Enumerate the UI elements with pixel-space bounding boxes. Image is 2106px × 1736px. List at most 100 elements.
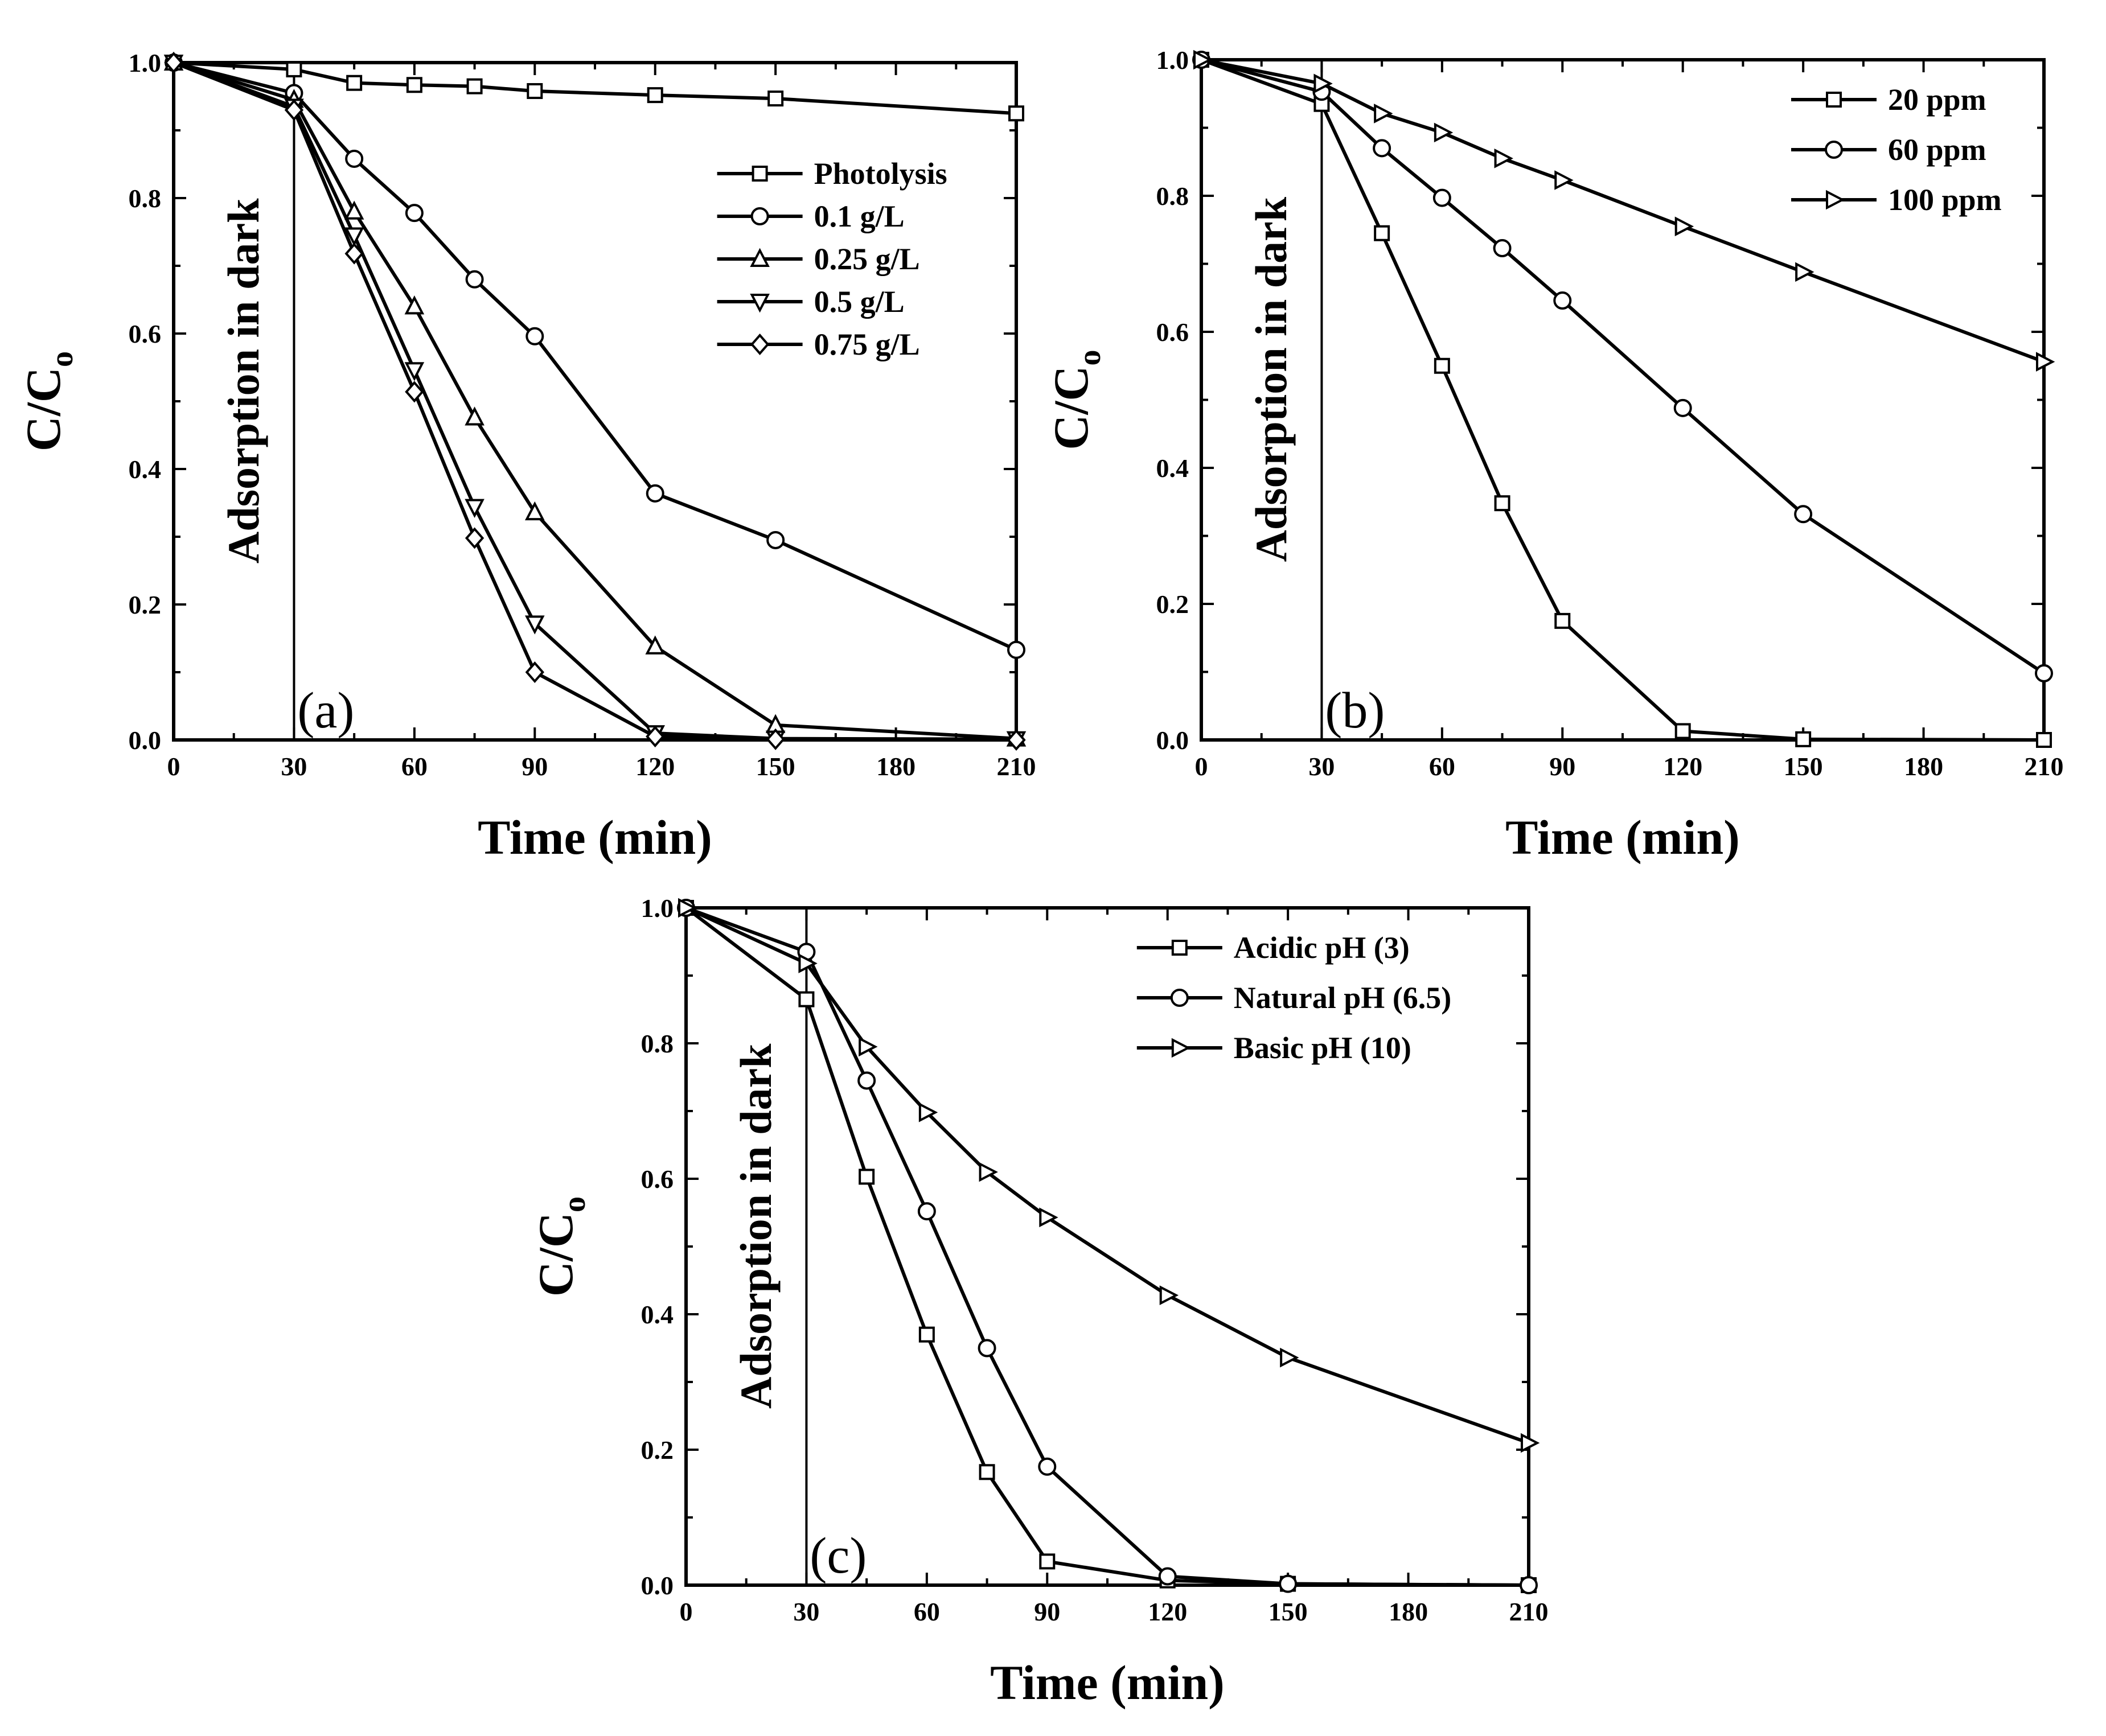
data-point [344, 200, 364, 220]
x-tick-label: 210 [1509, 1597, 1549, 1626]
data-point [979, 1464, 995, 1480]
x-tick-label: 120 [635, 752, 675, 781]
data-point [527, 83, 543, 99]
chart-panel-c: 0 30 60 90 120 150 180 210 0.0 0.2 0.4 0.6 0.8 1.0 Ads… [528, 894, 1549, 1710]
data-point [1039, 1553, 1056, 1570]
plot-frame [684, 906, 1530, 1587]
data-point [917, 1202, 936, 1221]
y-tick-label: 0.8 [129, 184, 162, 213]
y-tick-label: 0.2 [1156, 590, 1189, 619]
data-point [466, 78, 483, 94]
y-tick-label: 1.0 [129, 48, 162, 77]
y-axis-title-main: C/C [528, 1212, 583, 1297]
legend-marker [1170, 989, 1189, 1007]
data-point [2035, 664, 2053, 682]
y-tick-label: 1.0 [1156, 46, 1189, 75]
data-point [406, 77, 422, 93]
data-point [2036, 732, 2052, 748]
data-point [1493, 239, 1512, 258]
data-point [766, 530, 785, 549]
data-point [405, 204, 424, 223]
y-tick-label: 0.0 [129, 726, 162, 755]
legend-label: 0.1 g/L [814, 199, 905, 233]
data-point [524, 501, 545, 521]
data-point [526, 327, 544, 345]
data-point [1373, 139, 1391, 158]
data-point [1554, 612, 1571, 629]
x-axis-title: Time (min) [1505, 810, 1740, 865]
y-tick-label: 0.8 [1156, 182, 1189, 211]
legend-marker [750, 333, 770, 356]
legend-item: 100 ppm [1791, 183, 2002, 217]
data-point [465, 527, 485, 549]
data-point [1520, 1576, 1538, 1594]
legend-item: 20 ppm [1791, 83, 1986, 117]
y-tick-label: 0.2 [641, 1435, 674, 1465]
legend-marker [750, 248, 770, 267]
data-point [857, 1071, 876, 1090]
y-tick-label: 0.6 [129, 319, 162, 348]
x-tick-label: 60 [914, 1597, 940, 1626]
data-point [1553, 291, 1572, 310]
data-point [1494, 495, 1510, 512]
data-point [798, 991, 815, 1007]
data-point [1007, 640, 1025, 659]
data-point [284, 99, 304, 121]
legend-marker [1171, 1038, 1191, 1058]
y-tick-label: 0.4 [129, 455, 162, 484]
x-axis-title: Time (min) [990, 1655, 1225, 1710]
data-point [767, 90, 784, 107]
data-point [766, 728, 785, 750]
y-axis-title: C/Co [16, 351, 80, 451]
x-tick-label: 150 [1784, 752, 1823, 781]
data-point [647, 87, 663, 104]
y-tick-label: 0.0 [1156, 726, 1189, 755]
x-tick-label: 150 [756, 752, 795, 781]
x-tick-label: 60 [401, 752, 428, 781]
y-axis-title-main: C/C [16, 367, 71, 451]
data-point [1674, 723, 1691, 739]
plot-frame [172, 61, 1018, 742]
legend-marker [750, 207, 769, 225]
legend-label: 60 ppm [1888, 133, 1986, 167]
adsorption-label: Adsorption in dark [1246, 196, 1296, 562]
legend-marker [1171, 940, 1188, 956]
legend-label: Natural pH (6.5) [1234, 981, 1451, 1015]
x-tick-label: 0 [1195, 752, 1208, 781]
data-point [979, 1162, 998, 1182]
adsorption-label: Adsorption in dark [731, 1043, 781, 1409]
y-axis-title: C/Co [528, 1196, 592, 1297]
x-tick-label: 0 [167, 752, 180, 781]
data-point [345, 149, 364, 168]
legend-marker [752, 166, 768, 182]
x-tick-label: 60 [1429, 752, 1455, 781]
data-point [1159, 1285, 1179, 1305]
legend-item: Acidic pH (3) [1136, 931, 1410, 965]
x-tick-label: 150 [1268, 1597, 1308, 1626]
data-point [1521, 1433, 1540, 1453]
data-point [1673, 398, 1692, 417]
data-point [465, 499, 485, 518]
y-tick-label: 1.0 [641, 894, 674, 923]
data-point [1795, 731, 1812, 747]
data-point [1158, 1567, 1177, 1586]
data-point [645, 635, 666, 655]
legend-label: Acidic pH (3) [1234, 931, 1410, 965]
data-point [1794, 505, 1813, 524]
data-point [346, 75, 363, 91]
data-point [1374, 225, 1390, 241]
y-axis-title-subscript: o [1072, 349, 1107, 365]
y-axis-title-subscript: o [557, 1196, 592, 1212]
data-point [1039, 1207, 1058, 1228]
legend-label: 100 ppm [1888, 183, 2002, 217]
data-point [1374, 104, 1393, 124]
x-tick-label: 0 [680, 1597, 693, 1626]
data-point [1280, 1347, 1299, 1368]
chart-panel-a: 0 30 60 90 120 150 180 210 0.0 0.2 0.4 0.6 0.8 1.0 Ads… [16, 48, 1036, 865]
x-tick-label: 210 [997, 752, 1036, 781]
y-tick-label: 0.0 [641, 1571, 674, 1600]
x-tick-label: 30 [281, 752, 307, 781]
y-tick-label: 0.6 [641, 1165, 674, 1194]
y-tick-label: 0.6 [1156, 318, 1189, 347]
